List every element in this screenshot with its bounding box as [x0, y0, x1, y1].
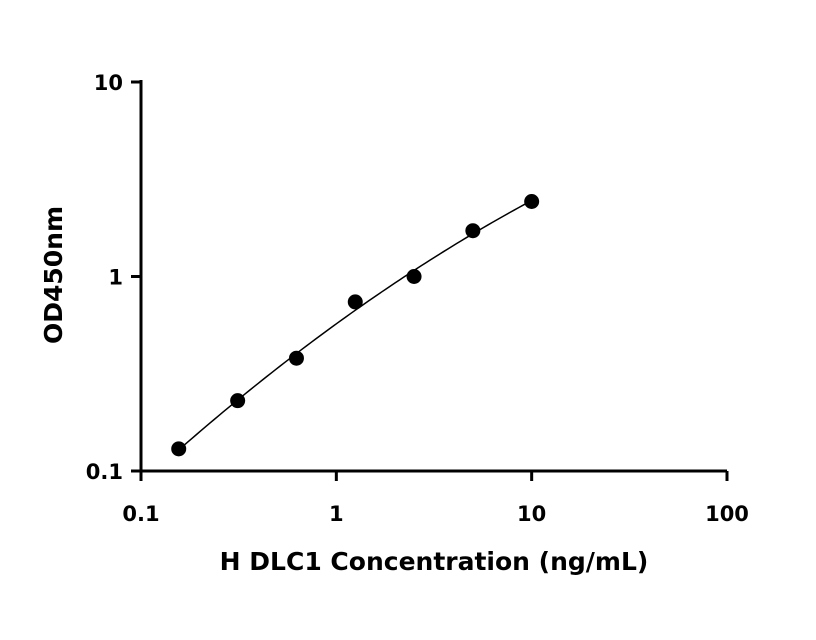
y-tick-label: 0.1	[86, 460, 123, 484]
x-tick-label: 10	[517, 502, 546, 526]
y-axis-title: OD450nm	[39, 206, 68, 344]
fit-curve	[178, 199, 533, 451]
data-point	[406, 269, 422, 284]
x-axis-ticks: 0.1 1 10 100	[122, 471, 749, 526]
plot-area	[171, 193, 540, 457]
x-tick-label: 1	[329, 502, 344, 526]
data-point	[465, 223, 481, 239]
x-tick-label: 0.1	[122, 502, 159, 526]
data-point	[347, 294, 363, 310]
y-tick-label: 10	[94, 71, 123, 95]
x-axis-title: H DLC1 Concentration (ng/mL)	[220, 547, 649, 576]
data-point	[171, 441, 187, 457]
data-point	[524, 193, 540, 209]
data-point	[230, 393, 246, 409]
x-tick-label: 100	[705, 502, 749, 526]
y-tick-label: 1	[108, 266, 123, 290]
data-point	[288, 350, 304, 366]
axes	[139, 80, 727, 473]
y-axis-ticks: 0.1 1 10	[86, 71, 141, 484]
